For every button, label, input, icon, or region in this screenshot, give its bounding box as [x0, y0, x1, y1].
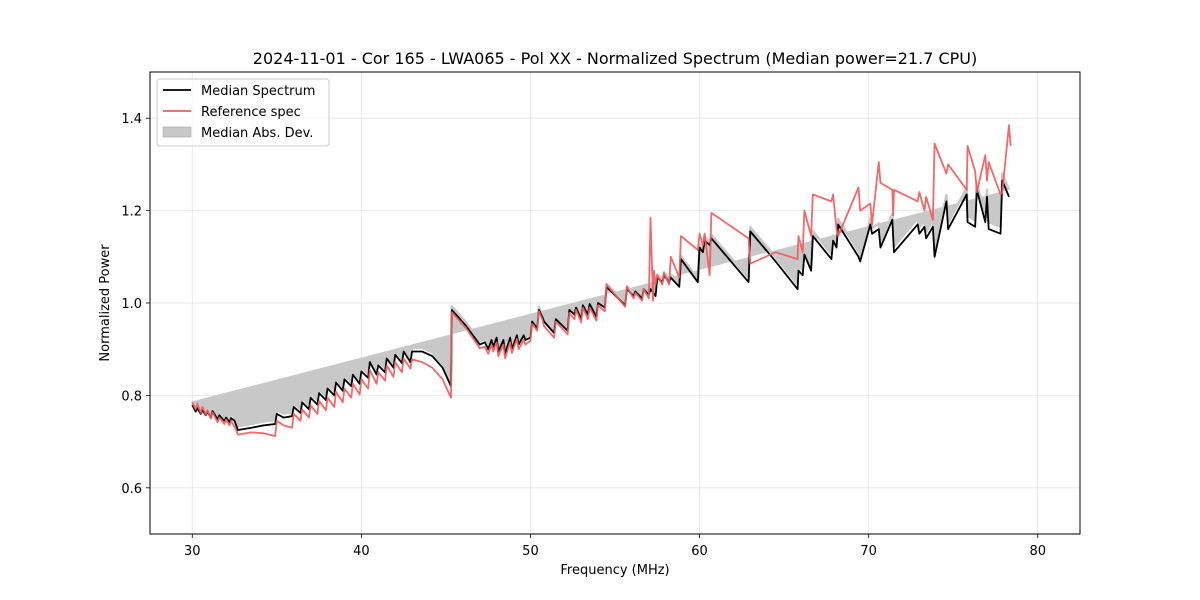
y-tick-label: 0.6	[121, 482, 142, 497]
y-axis: 0.6 0.8 1.0 1.2 1.4	[121, 112, 150, 497]
y-tick-label: 1.2	[121, 205, 142, 220]
x-axis: 30 40 50 60 70 80	[184, 534, 1046, 559]
y-tick-label: 1.0	[121, 297, 142, 312]
x-axis-label: Frequency (MHz)	[560, 563, 669, 578]
reference-spectrum-line	[191, 124, 1012, 437]
x-tick-label: 50	[522, 544, 539, 559]
legend-label-mad: Median Abs. Dev.	[201, 126, 313, 141]
median-spectrum-line	[191, 179, 1010, 431]
x-tick-label: 80	[1029, 544, 1046, 559]
legend-swatch-mad	[162, 126, 192, 138]
x-tick-label: 60	[691, 544, 708, 559]
x-tick-label: 40	[353, 544, 370, 559]
x-tick-label: 70	[860, 544, 877, 559]
legend-label-reference: Reference spec	[201, 105, 301, 120]
y-tick-label: 1.4	[121, 112, 142, 127]
plot-area	[191, 124, 1012, 437]
legend-box	[156, 78, 330, 147]
y-tick-label: 0.8	[121, 389, 142, 404]
legend: Median Spectrum Reference spec Median Ab…	[156, 78, 330, 147]
legend-label-median: Median Spectrum	[201, 84, 315, 99]
chart-title: 2024-11-01 - Cor 165 - LWA065 - Pol XX -…	[253, 49, 977, 68]
x-tick-label: 30	[184, 544, 201, 559]
y-axis-label: Normalized Power	[98, 244, 113, 362]
